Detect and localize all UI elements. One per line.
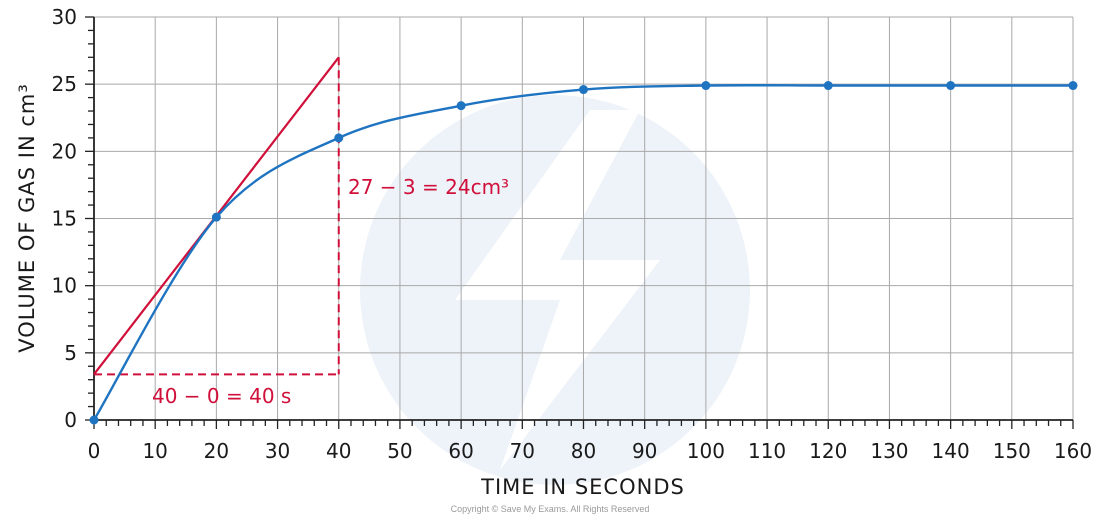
x-tick-label: 0 <box>88 439 101 463</box>
y-tick-label: 15 <box>52 207 77 231</box>
x-tick-label: 100 <box>687 439 725 463</box>
run-annotation: 40 − 0 = 40 s <box>152 384 291 408</box>
x-tick-label: 120 <box>809 439 847 463</box>
y-tick-label: 0 <box>64 408 77 432</box>
minor-ticks <box>85 16 1074 429</box>
y-tick-labels: 0 5 10 15 20 25 30 <box>52 5 77 432</box>
watermark-logo <box>360 95 750 485</box>
gas-volume-curve <box>92 84 1073 421</box>
x-tick-label: 10 <box>142 439 167 463</box>
data-point <box>211 212 221 222</box>
x-tick-label: 20 <box>204 439 229 463</box>
rise-annotation: 27 − 3 = 24cm³ <box>348 175 509 199</box>
x-tick-label: 140 <box>932 439 970 463</box>
data-point <box>823 81 833 91</box>
grid <box>94 16 1074 420</box>
x-tick-label: 90 <box>632 439 657 463</box>
x-axis-title: TIME IN SECONDS <box>480 475 685 499</box>
x-tick-label: 110 <box>748 439 786 463</box>
x-tick-label: 50 <box>387 439 412 463</box>
y-tick-label: 10 <box>52 274 77 298</box>
x-tick-label: 80 <box>571 439 596 463</box>
data-point <box>334 133 344 143</box>
data-point <box>946 81 956 91</box>
data-point <box>701 81 711 91</box>
x-tick-label: 70 <box>510 439 535 463</box>
y-tick-label: 20 <box>52 139 77 163</box>
copyright-notice: Copyright © Save My Exams. All Rights Re… <box>451 504 650 514</box>
axes <box>93 17 1073 421</box>
x-tick-label: 160 <box>1054 439 1092 463</box>
y-tick-label: 25 <box>52 72 77 96</box>
x-tick-label: 60 <box>448 439 473 463</box>
y-tick-label: 5 <box>64 341 77 365</box>
y-axis-title: VOLUME OF GAS IN cm³ <box>15 83 39 353</box>
x-tick-label: 150 <box>993 439 1031 463</box>
x-tick-labels: 0 10 20 30 40 50 60 70 80 90 100 110 120 130 140 150 160 <box>88 439 1092 463</box>
x-tick-label: 130 <box>870 439 908 463</box>
series-layer <box>89 81 1078 425</box>
x-tick-label: 40 <box>326 439 351 463</box>
data-point <box>89 415 99 425</box>
data-point <box>456 101 466 111</box>
data-point <box>579 85 588 95</box>
data-point <box>1068 81 1078 91</box>
x-tick-label: 30 <box>265 439 290 463</box>
y-tick-label: 30 <box>52 5 77 29</box>
